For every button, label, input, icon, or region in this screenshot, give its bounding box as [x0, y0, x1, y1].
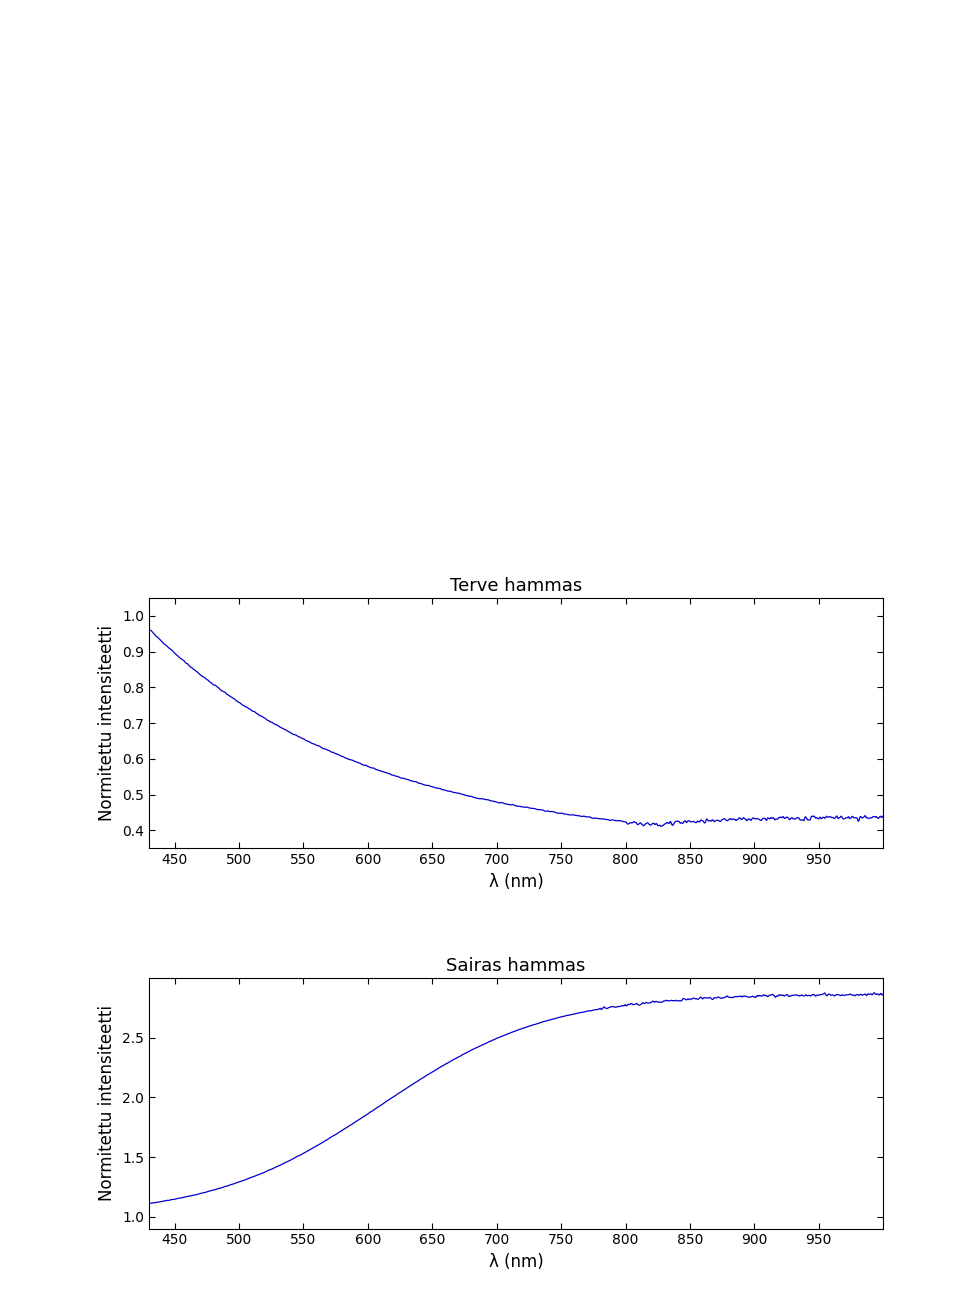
- Title: Terve hammas: Terve hammas: [450, 577, 582, 595]
- Title: Sairas hammas: Sairas hammas: [446, 958, 586, 975]
- Y-axis label: Normitettu intensiteetti: Normitettu intensiteetti: [98, 625, 116, 821]
- X-axis label: λ (nm): λ (nm): [489, 1254, 543, 1271]
- X-axis label: λ (nm): λ (nm): [489, 872, 543, 891]
- Y-axis label: Normitettu intensiteetti: Normitettu intensiteetti: [98, 1005, 116, 1201]
